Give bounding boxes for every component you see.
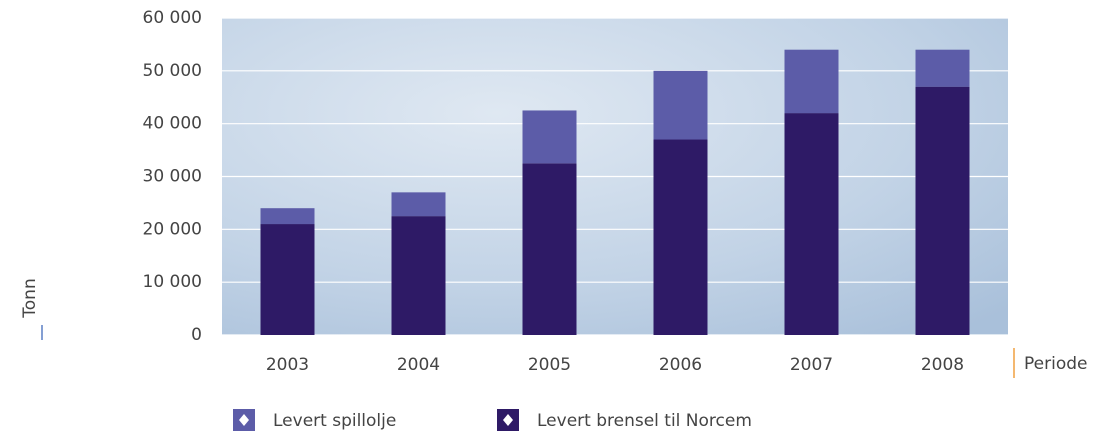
bar-segment (260, 208, 315, 225)
bar-segment (653, 70, 708, 140)
bar-segment (784, 113, 839, 335)
bar-segment (260, 224, 315, 335)
x-tick-label: 2008 (921, 355, 964, 375)
bar-segment (391, 216, 446, 335)
y-tick-label: 20 000 (143, 219, 202, 239)
x-tick-label: 2006 (659, 355, 702, 375)
bar-segment (915, 86, 970, 335)
legend-icon (503, 414, 513, 426)
legend-icon (239, 414, 249, 426)
x-tick-label: 2003 (266, 355, 309, 375)
bar-segment (653, 139, 708, 335)
y-tick-label: 50 000 (143, 61, 202, 81)
legend-label: Levert spillolje (273, 411, 396, 431)
x-tick-label: 2004 (397, 355, 440, 375)
bar-segment (784, 49, 839, 114)
bar-segment (391, 192, 446, 217)
x-tick-label: 2005 (528, 355, 571, 375)
x-tick-label: 2007 (790, 355, 833, 375)
legend-label: Levert brensel til Norcem (537, 411, 752, 431)
x-axis-label: Periode (1024, 354, 1087, 374)
bar-segment (522, 110, 577, 164)
bar-segment (522, 163, 577, 335)
y-tick-label: 60 000 (143, 8, 202, 28)
y-axis-label: Tonn (20, 278, 40, 318)
bar-segment (915, 49, 970, 87)
y-tick-label: 30 000 (143, 167, 202, 187)
y-tick-label: 0 (191, 325, 202, 345)
y-tick-label: 40 000 (143, 114, 202, 134)
y-tick-label: 10 000 (143, 272, 202, 292)
